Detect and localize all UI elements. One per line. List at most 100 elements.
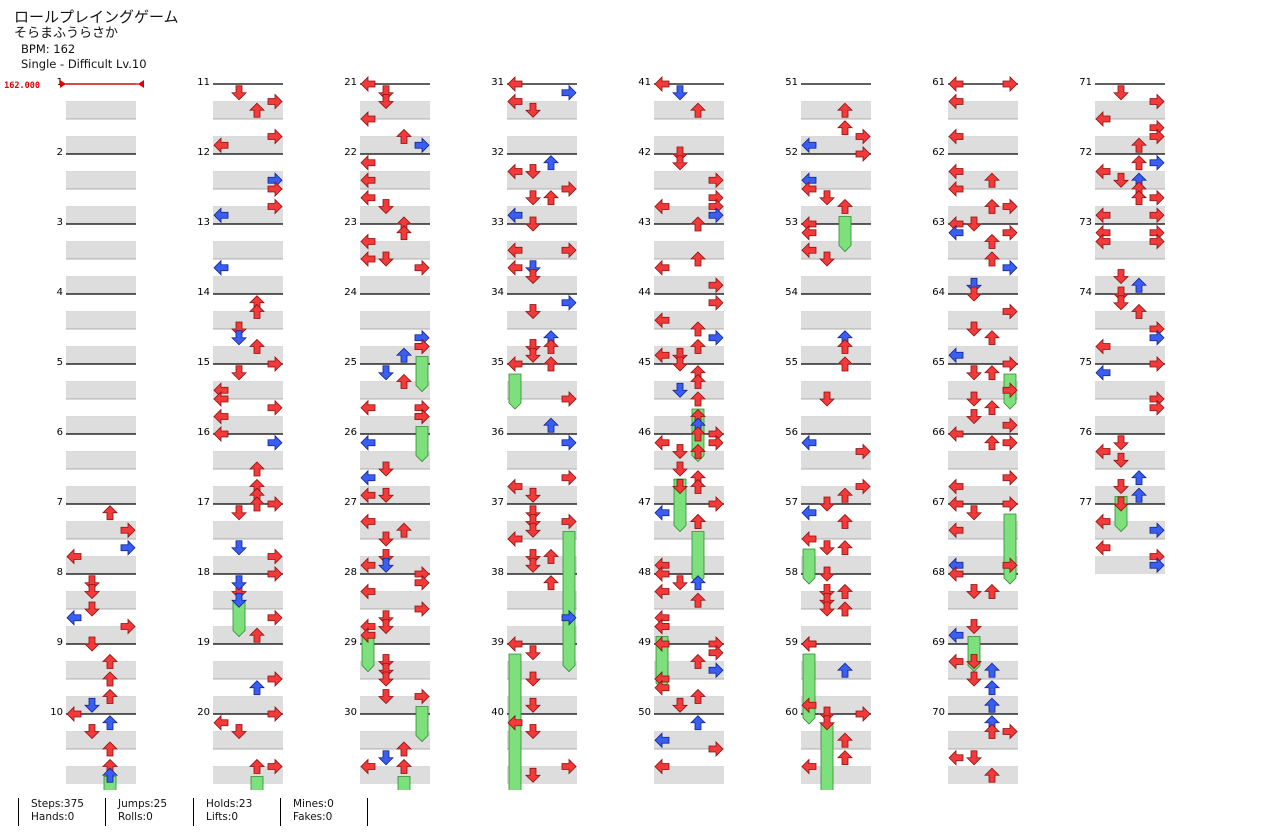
measure-42 <box>654 153 724 224</box>
measure-number: 8 <box>57 567 63 578</box>
measure-4 <box>66 293 136 364</box>
measure-number: 56 <box>785 427 798 438</box>
measure-number: 11 <box>197 77 210 88</box>
stat-mines: Mines:0 <box>293 798 334 810</box>
hold-body <box>397 776 411 790</box>
measure-number: 64 <box>932 287 945 298</box>
measure-55 <box>801 363 871 434</box>
measure-number: 75 <box>1079 357 1092 368</box>
measure-number: 76 <box>1079 427 1092 438</box>
stat-holds-lifts: Holds:23 Lifts:0 <box>193 798 280 826</box>
bpm-label: 162.000 <box>4 81 40 91</box>
measure-number: 71 <box>1079 77 1092 88</box>
measure-number: 61 <box>932 77 945 88</box>
hold-body <box>802 653 816 725</box>
measure-number: 48 <box>638 567 651 578</box>
measure-number: 38 <box>491 567 504 578</box>
hold-body <box>802 548 816 585</box>
hold-body <box>415 706 429 743</box>
measure-number: 20 <box>197 707 210 718</box>
stat-mines-fakes: Mines:0 Fakes:0 <box>280 798 368 826</box>
measure-number: 10 <box>50 707 63 718</box>
measure-number: 46 <box>638 427 651 438</box>
measure-number: 63 <box>932 217 945 228</box>
measure-45 <box>654 363 724 434</box>
measure-number: 60 <box>785 707 798 718</box>
stat-lifts: Lifts:0 <box>206 811 239 823</box>
song-difficulty: Single - Difficult Lv.10 <box>21 57 147 71</box>
measure-41 <box>654 83 724 154</box>
measure-71 <box>1095 83 1165 154</box>
measure-number: 12 <box>197 147 210 158</box>
measure-number: 13 <box>197 217 210 228</box>
measure-48 <box>654 573 724 644</box>
measure-number: 2 <box>57 147 63 158</box>
measure-75 <box>1095 363 1165 434</box>
measure-number: 16 <box>197 427 210 438</box>
measure-37 <box>507 503 577 574</box>
measure-number: 18 <box>197 567 210 578</box>
measure-number: 34 <box>491 287 504 298</box>
measure-number: 5 <box>57 357 63 368</box>
measure-number: 52 <box>785 147 798 158</box>
measure-number: 37 <box>491 497 504 508</box>
measure-6 <box>66 433 136 504</box>
measure-number: 15 <box>197 357 210 368</box>
measure-14 <box>213 293 283 364</box>
measure-number: 55 <box>785 357 798 368</box>
measure-number: 77 <box>1079 497 1092 508</box>
measure-number: 28 <box>344 567 357 578</box>
measure-16 <box>213 433 283 504</box>
measure-number: 30 <box>344 707 357 718</box>
measure-number: 42 <box>638 147 651 158</box>
stat-rolls: Rolls:0 <box>118 811 153 823</box>
measure-number: 70 <box>932 707 945 718</box>
measure-number: 73 <box>1079 217 1092 228</box>
measure-number: 47 <box>638 497 651 508</box>
song-artist: そらまふうらさか <box>14 26 119 41</box>
stat-fakes: Fakes:0 <box>293 811 333 823</box>
measure-54 <box>801 293 871 364</box>
measure-number: 4 <box>57 287 63 298</box>
measure-number: 14 <box>197 287 210 298</box>
stat-steps-hands: Steps:375 Hands:0 <box>18 798 105 826</box>
measure-69 <box>948 643 1018 714</box>
hold-body <box>1003 513 1017 585</box>
stat-steps: Steps:375 <box>31 798 84 810</box>
measure-18 <box>213 573 283 644</box>
measure-number: 7 <box>57 497 63 508</box>
hold-body <box>250 776 264 790</box>
hold-body <box>562 531 576 673</box>
measure-number: 6 <box>57 427 63 438</box>
hold-body <box>838 216 852 253</box>
measure-number: 69 <box>932 637 945 648</box>
measure-70 <box>948 713 1018 784</box>
measure-number: 26 <box>344 427 357 438</box>
song-header: ロールプレイングゲーム そらまふうらさか BPM: 162 Single - D… <box>14 8 179 72</box>
measure-76 <box>1095 433 1165 504</box>
measure-58 <box>801 573 871 644</box>
measure-25 <box>360 363 430 434</box>
measure-7 <box>66 503 136 574</box>
measure-number: 9 <box>57 637 63 648</box>
measure-number: 45 <box>638 357 651 368</box>
bpm-marker <box>60 80 144 88</box>
hold-body <box>673 478 687 533</box>
measure-number: 32 <box>491 147 504 158</box>
measure-number: 29 <box>344 637 357 648</box>
measure-1 <box>66 83 136 154</box>
measure-number: 36 <box>491 427 504 438</box>
measure-number: 67 <box>932 497 945 508</box>
measure-number: 35 <box>491 357 504 368</box>
measure-number: 33 <box>491 217 504 228</box>
measure-number: 39 <box>491 637 504 648</box>
measure-number: 59 <box>785 637 798 648</box>
measure-number: 17 <box>197 497 210 508</box>
measure-number: 49 <box>638 637 651 648</box>
stat-holds: Holds:23 <box>206 798 253 810</box>
measure-68 <box>948 573 1018 644</box>
measure-number: 1 <box>57 77 63 88</box>
measure-number: 66 <box>932 427 945 438</box>
stats-footer: Steps:375 Hands:0 Jumps:25 Rolls:0 Holds… <box>0 798 1280 828</box>
measure-8 <box>66 573 136 644</box>
